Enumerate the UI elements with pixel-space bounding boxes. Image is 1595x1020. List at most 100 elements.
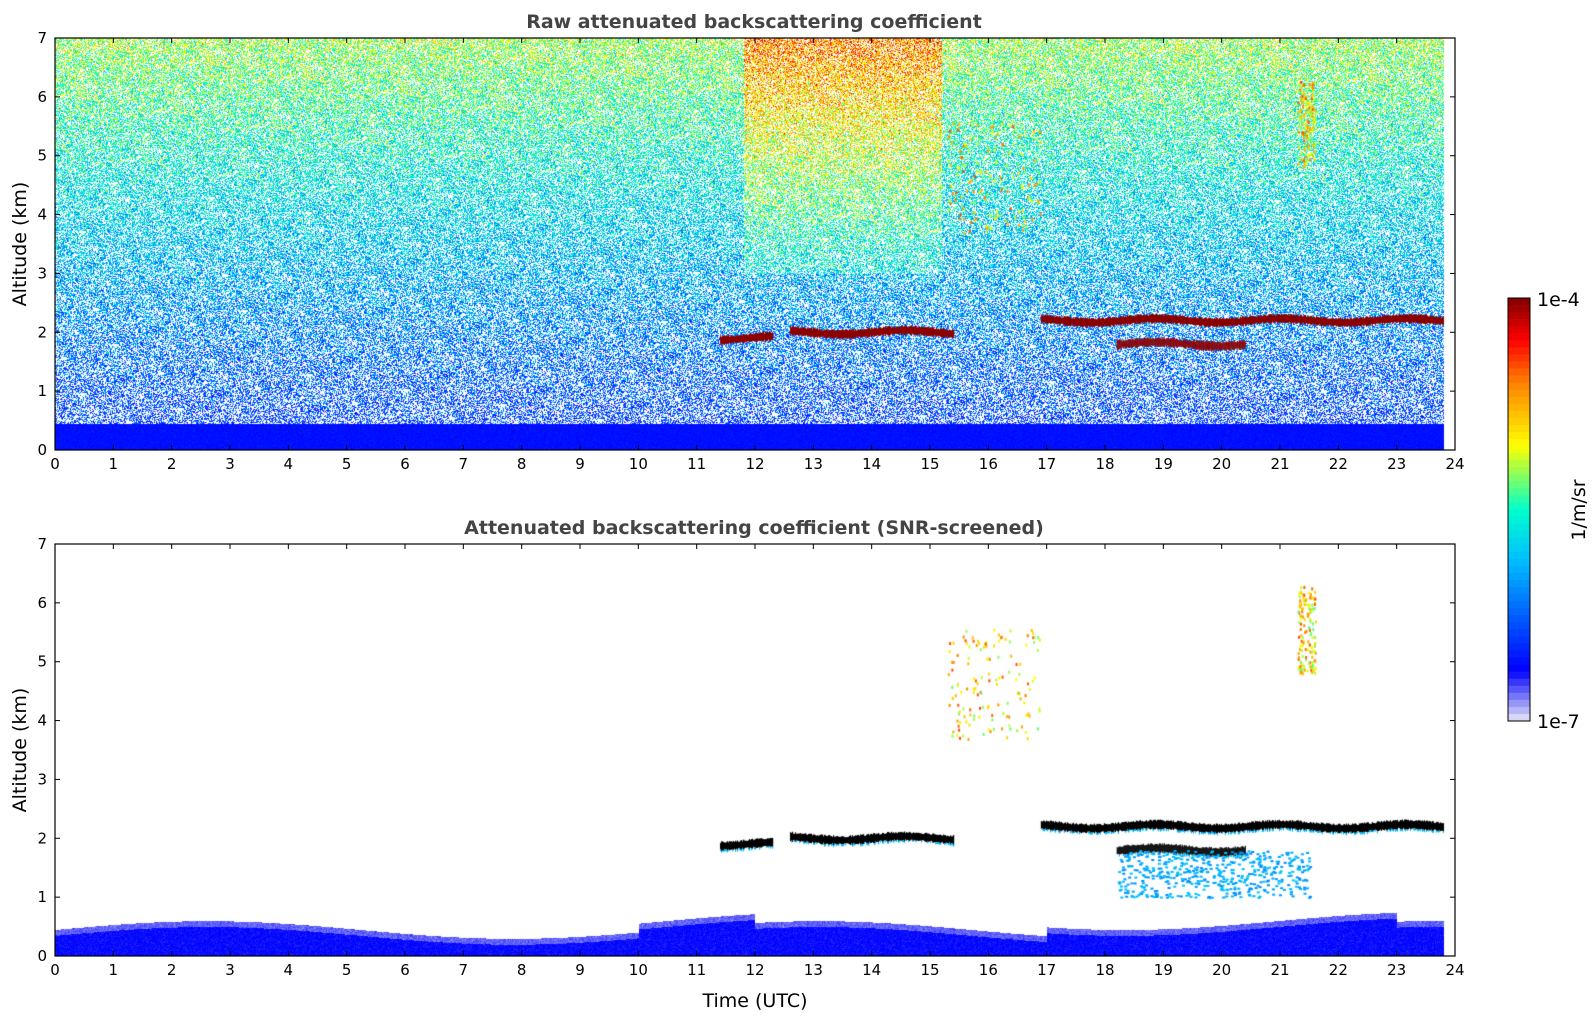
colorbar-band [1508,326,1530,334]
colorbar-band [1508,636,1530,645]
panel1-title: Raw attenuated backscattering coefficien… [526,11,982,33]
colorbar-band [1508,417,1530,426]
colorbar-band [1508,382,1530,391]
colorbar-band [1508,516,1530,525]
panel1-ytick-label: 4 [37,206,47,224]
colorbar-band [1508,671,1530,680]
colorbar-band [1508,340,1530,348]
panel1-xtick-label: 6 [400,455,410,473]
panel1-xtick-label: 13 [804,455,823,473]
colorbar-band [1508,594,1530,602]
panel2-xtick-label: 10 [629,961,648,979]
panel1-xtick-label: 3 [225,455,235,473]
panel1-axes: 0 1 2 3 4 5 6 7 8 9 10 11 12 13 14 15 16 17 18 19 20 21 22 23 24… [37,29,1464,473]
panel2-xtick-label: 16 [979,961,998,979]
panel1-xtick-label: 2 [167,455,177,473]
colorbar-band [1508,347,1530,355]
colorbar-band [1508,685,1530,694]
colorbar-band [1508,530,1530,539]
panel2-xtick-label: 3 [225,961,235,979]
panel1-xtick-label: 17 [1037,455,1056,473]
colorbar-band [1508,460,1530,468]
panel2-xtick-label: 6 [400,961,410,979]
colorbar-band [1508,467,1530,475]
colorbar-band [1508,657,1530,666]
panel1-xtick-label: 24 [1445,455,1464,473]
panel1-xtick-label: 14 [862,455,881,473]
panel2-xtick-label: 12 [745,961,764,979]
colorbar-band [1508,375,1530,384]
panel1-xtick-label: 23 [1387,455,1406,473]
panel2-ytick-label: 4 [37,712,47,730]
panel2-ytick-label: 1 [37,888,47,906]
colorbar-band [1508,333,1530,341]
panel2-xtick-label: 5 [342,961,352,979]
panel2-xtick-label: 0 [50,961,60,979]
panel1-xtick-label: 20 [1212,455,1231,473]
colorbar-band [1508,699,1530,708]
panel1-xtick-label: 11 [687,455,706,473]
panel1-heatmap [55,38,1455,450]
panel1-ytick-label: 1 [37,382,47,400]
panel1-xtick-label: 1 [109,455,119,473]
colorbar-band [1508,643,1530,652]
colorbar-band [1508,537,1530,546]
panel2-xtick-label: 7 [459,961,469,979]
colorbar-band [1508,713,1530,722]
colorbar: 1e-4 1e-7 1/m/sr [1507,289,1590,733]
panel2-axes: 0 1 2 3 4 5 6 7 8 9 10 11 12 13 14 15 16 17 18 19 20 21 22 23 24… [37,535,1464,979]
panel1-ytick-label: 0 [37,441,47,459]
colorbar-band [1508,305,1530,313]
panel2-xtick-label: 8 [517,961,527,979]
panel1-xtick-label: 16 [979,455,998,473]
panel2-xtick-label: 21 [1270,961,1289,979]
panel2-ytick-label: 3 [37,770,47,788]
panel2-title: Attenuated backscattering coefficient (S… [464,517,1044,539]
panel1-xtick-label: 8 [517,455,527,473]
colorbar-band [1508,354,1530,363]
colorbar-band [1508,629,1530,637]
colorbar-band [1508,580,1530,588]
colorbar-max-label: 1e-4 [1537,289,1580,311]
panel1-xtick-label: 9 [575,455,585,473]
colorbar-band [1508,431,1530,440]
colorbar-band [1508,622,1530,630]
colorbar-band [1508,544,1530,553]
colorbar-band [1508,312,1530,320]
colorbar-band [1508,495,1530,504]
panel1-xtick-label: 10 [629,455,648,473]
colorbar-band [1508,453,1530,461]
panel2-ylabel: Altitude (km) [9,688,31,813]
panel2-ytick-label: 6 [37,594,47,612]
colorbar-band [1508,403,1530,412]
panel2-ytick-label: 2 [37,829,47,847]
panel1-xtick-label: 4 [284,455,294,473]
colorbar-band [1508,615,1530,623]
colorbar-band [1508,650,1530,659]
colorbar-band [1508,608,1530,616]
colorbar-band [1508,446,1530,454]
colorbar-band [1508,692,1530,701]
colorbar-band [1508,587,1530,595]
colorbar-gradient [1508,298,1530,722]
panel2-ytick-label: 0 [37,947,47,965]
panel2-plot-area [54,543,1456,957]
panel1-ytick-label: 7 [37,29,47,47]
panel1-ytick-label: 2 [37,323,47,341]
colorbar-band [1508,389,1530,398]
colorbar-band [1508,572,1530,581]
colorbar-band [1508,558,1530,567]
panel2-ytick-label: 7 [37,535,47,553]
panel2-xtick-label: 1 [109,961,119,979]
panel1-ylabel: Altitude (km) [9,182,31,307]
colorbar-band [1508,706,1530,715]
panel1-ytick-label: 5 [37,147,47,165]
panel1-xtick-label: 0 [50,455,60,473]
panel2-xtick-label: 23 [1387,961,1406,979]
colorbar-band [1508,523,1530,532]
panel1-xtick-label: 5 [342,455,352,473]
colorbar-band [1508,488,1530,496]
colorbar-band [1508,601,1530,609]
panel1-xtick-label: 18 [1095,455,1114,473]
